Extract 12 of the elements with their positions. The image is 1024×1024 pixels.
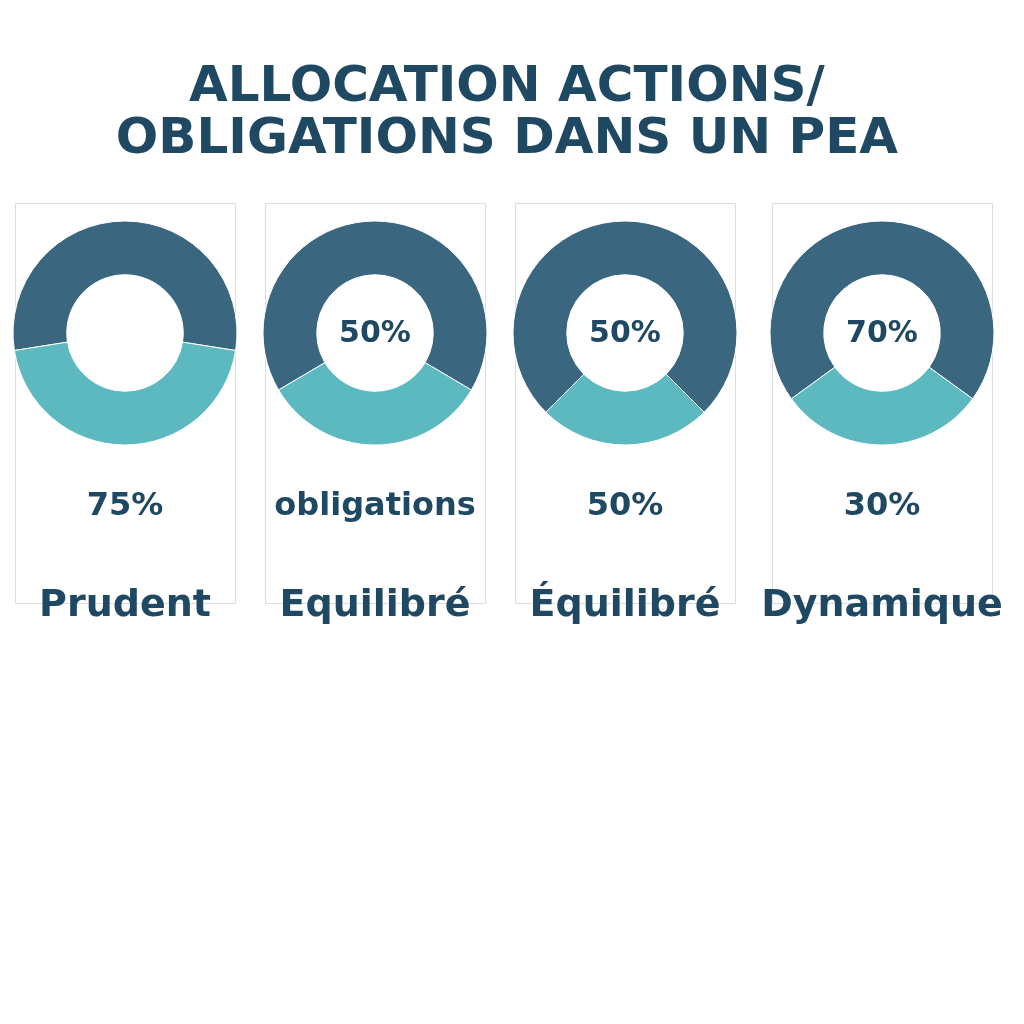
text: 50% [339, 314, 411, 349]
text: Prudent [39, 581, 211, 625]
text: 75% [86, 485, 164, 523]
text: Équilibré [529, 581, 721, 625]
text: ALLOCATION ACTIONS/ OBLIGATIONS DANS UN PEA [115, 54, 899, 165]
text: 50% [586, 485, 664, 523]
text: 50% [589, 314, 661, 349]
text: obligations [274, 485, 476, 523]
text: 30% [843, 485, 921, 523]
text: 70% [846, 314, 918, 349]
text: Dynamique [761, 581, 1003, 625]
text: Equilibré [279, 581, 471, 625]
